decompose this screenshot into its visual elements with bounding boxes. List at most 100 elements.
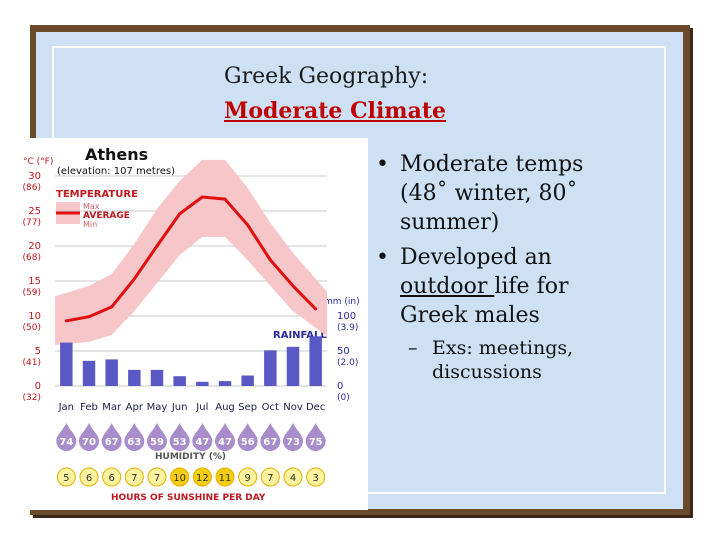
bullet-item-temps: • Moderate temps (48˚ winter, 80˚ summer… xyxy=(368,150,668,237)
average-temperature-point xyxy=(268,258,272,262)
bullet-text-line: summer) xyxy=(400,210,500,235)
month-tick-label: Oct xyxy=(262,402,279,413)
sunshine-sun-icon xyxy=(170,467,190,487)
humidity-drop-icon xyxy=(147,423,167,451)
bullet-text-line: outdoor life for xyxy=(400,272,668,301)
rain-tick-label-mm: 0 xyxy=(337,381,343,392)
humidity-value: 56 xyxy=(241,437,255,448)
sunshine-value: 3 xyxy=(312,473,318,484)
rain-tick-label-in: (3.9) xyxy=(337,323,358,333)
temp-tick-label-c: 5 xyxy=(35,346,41,357)
month-tick-label: Aug xyxy=(215,402,235,413)
average-temperature-point xyxy=(155,244,159,248)
temp-unit-label: °C (°F) xyxy=(23,157,53,167)
temperature-range-band xyxy=(55,159,327,346)
sunshine-sun-icon xyxy=(238,467,258,487)
sunshine-sun-icon xyxy=(192,467,212,487)
humidity-drop-icon xyxy=(237,423,258,451)
sunshine-value: 4 xyxy=(290,473,296,484)
rainfall-bar xyxy=(128,369,141,386)
average-temperature-point xyxy=(87,315,91,319)
rainfall-bar xyxy=(82,360,96,386)
month-tick-label: Apr xyxy=(126,402,144,413)
legend-entry: Min xyxy=(83,220,97,229)
humidity-drop-icon xyxy=(192,423,213,451)
climate-chart: Athens (elevation: 107 metres) °C (°F) T… xyxy=(15,138,368,510)
rain-tick-label-mm: 50 xyxy=(337,346,350,357)
rainfall-bar xyxy=(218,381,232,386)
legend-entry: Max xyxy=(83,202,100,211)
month-tick-label: Sep xyxy=(238,402,257,413)
humidity-value: 67 xyxy=(263,437,277,448)
sub-bullet-line: Exs: meetings, xyxy=(432,337,574,359)
humidity-value: 70 xyxy=(82,437,96,448)
sunshine-value: 9 xyxy=(244,473,250,484)
sunshine-sun-icon xyxy=(283,467,303,487)
bullet-text-line: Moderate temps xyxy=(400,152,584,177)
humidity-drop-icon xyxy=(101,423,122,451)
humidity-value: 47 xyxy=(195,437,209,448)
rain-tick-label-mm: 100 xyxy=(337,311,356,322)
temp-tick-label-f: (77) xyxy=(23,218,41,228)
sunshine-sun-icon xyxy=(102,467,122,487)
bullet-list: • Moderate temps (48˚ winter, 80˚ summer… xyxy=(368,150,668,384)
month-tick-label: Nov xyxy=(283,402,303,413)
temp-tick-label-f: (59) xyxy=(23,288,41,298)
average-temperature-point xyxy=(110,305,114,309)
sunshine-sun-icon xyxy=(215,467,235,487)
humidity-drop-icon xyxy=(79,423,99,451)
month-tick-label: Mar xyxy=(102,402,122,413)
humidity-value: 74 xyxy=(59,437,73,448)
slide-subtitle: Moderate Climate xyxy=(224,98,446,124)
average-temperature-point xyxy=(314,307,318,311)
bullet-text-tail: life for xyxy=(494,274,569,299)
sunshine-value: 7 xyxy=(131,473,137,484)
bullet-text-line: (48˚ winter, 80˚ xyxy=(400,181,578,206)
temp-tick-label-c: 20 xyxy=(28,241,41,252)
sunshine-sun-icon xyxy=(260,467,280,487)
humidity-drop-icon xyxy=(169,423,190,451)
temp-tick-label-c: 25 xyxy=(28,206,41,217)
humidity-drop-icon xyxy=(260,423,281,452)
humidity-value: 63 xyxy=(127,437,141,448)
sunshine-sun-icon xyxy=(79,467,99,487)
climate-chart-svg: Athens (elevation: 107 metres) °C (°F) T… xyxy=(15,138,368,510)
sunshine-value: 11 xyxy=(219,473,232,484)
temp-tick-label-c: 15 xyxy=(28,276,41,287)
average-temperature-line xyxy=(66,195,317,323)
temp-tick-label-f: (86) xyxy=(23,183,41,193)
month-tick-label: Dec xyxy=(306,402,325,413)
sunshine-value: 6 xyxy=(86,473,92,484)
bullet-text-line: Greek males xyxy=(400,303,540,328)
rain-tick-label-in: (2.0) xyxy=(337,358,358,368)
bullet-icon: • xyxy=(376,245,389,270)
temp-tick-label-f: (32) xyxy=(23,393,41,403)
average-temperature-point xyxy=(223,197,227,201)
month-tick-label: Jul xyxy=(195,402,208,413)
sunshine-label: HOURS OF SUNSHINE PER DAY xyxy=(111,493,266,503)
sunshine-value: 7 xyxy=(154,473,160,484)
month-tick-label: Jan xyxy=(58,402,74,413)
underlined-word: outdoor xyxy=(400,274,495,299)
rainfall-bar xyxy=(196,381,209,386)
rainfall-bar xyxy=(105,359,118,386)
rainfall-bar xyxy=(60,342,73,386)
rainfall-bar xyxy=(241,375,254,386)
temp-tick-label-f: (68) xyxy=(23,253,41,263)
temp-tick-label-c: 10 xyxy=(28,311,41,322)
humidity-value: 73 xyxy=(286,437,300,448)
month-tick-label: Feb xyxy=(80,402,98,413)
average-temperature-point xyxy=(246,223,250,227)
rainfall-bar xyxy=(286,346,300,386)
humidity-value: 75 xyxy=(309,437,323,448)
sunshine-value: 10 xyxy=(173,473,186,484)
humidity-value: 53 xyxy=(173,437,187,448)
legend-entry: AVERAGE xyxy=(83,211,130,221)
temp-tick-label-f: (41) xyxy=(23,358,41,368)
chart-plot-area: 30(86)25(77)20(68)15(59)10(50)5(41)0(32)… xyxy=(23,159,358,487)
rainfall-bar xyxy=(309,336,322,386)
sunshine-sun-icon xyxy=(147,467,167,487)
sunshine-value: 5 xyxy=(63,473,69,484)
bullet-item-outdoor: • Developed an outdoor life for Greek ma… xyxy=(368,243,668,330)
